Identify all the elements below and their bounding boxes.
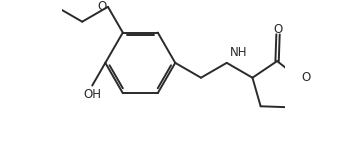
Text: O: O <box>97 0 106 13</box>
Text: O: O <box>301 71 311 84</box>
Text: NH: NH <box>229 46 247 59</box>
Text: O: O <box>273 23 283 36</box>
Text: OH: OH <box>83 88 101 101</box>
